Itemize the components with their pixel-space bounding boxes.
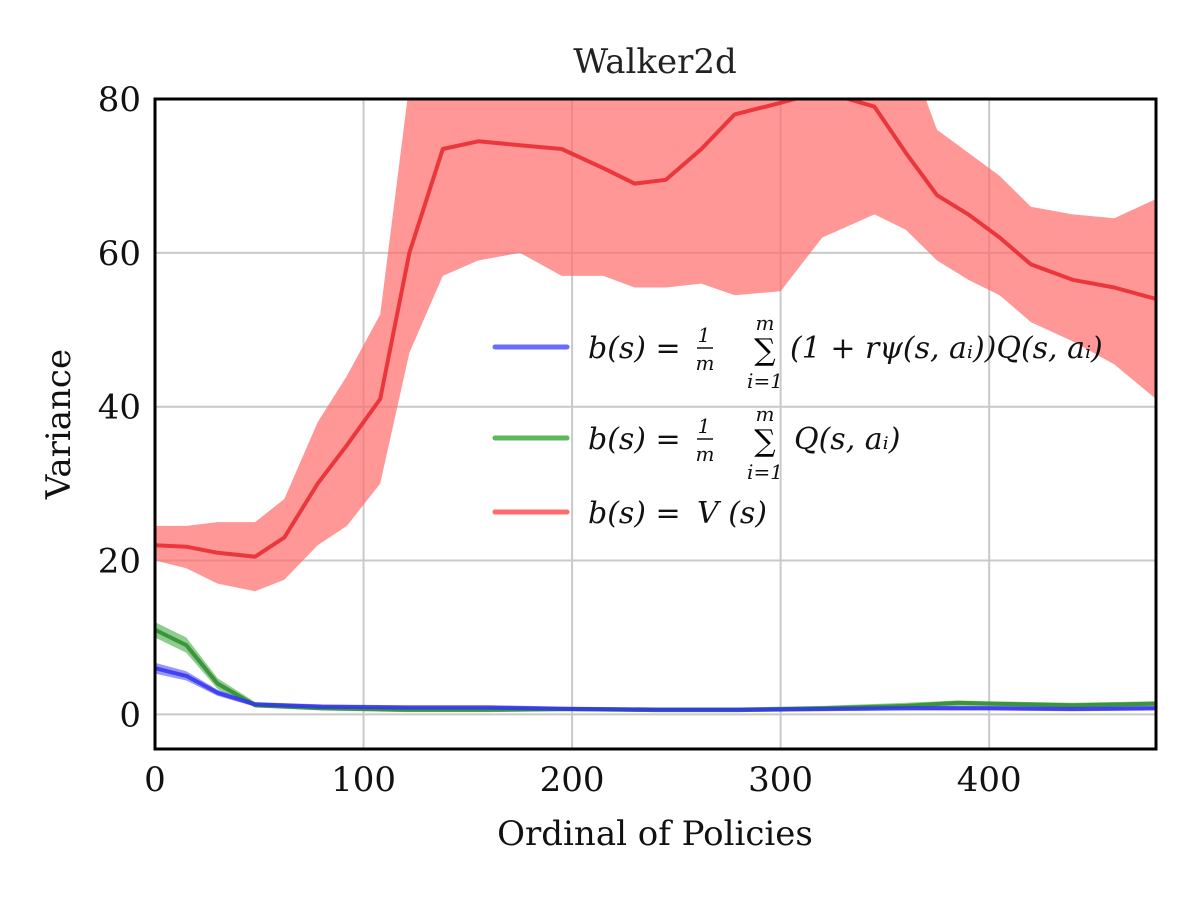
legend-sum-bottom: i=1 xyxy=(747,369,783,393)
legend-rhs: V (s) xyxy=(697,496,767,531)
y-axis-label: Variance xyxy=(39,349,79,500)
legend-frac-num: 1 xyxy=(698,323,711,347)
y-tick-label: 60 xyxy=(98,234,141,274)
plot-frame xyxy=(153,97,1158,751)
legend-frac-den: m xyxy=(696,442,715,466)
x-tick-label: 0 xyxy=(144,760,166,800)
series-band xyxy=(155,622,1156,713)
legend-rhs: Q(s, aᵢ) xyxy=(794,422,900,457)
legend-entry-value-baseline: b(s) = V (s) xyxy=(492,496,767,531)
legend-rhs: (1 + rψ(s, aᵢ))Q(s, aᵢ) xyxy=(790,331,1103,366)
legend-frac-den: m xyxy=(696,351,715,375)
y-tick-label: 80 xyxy=(98,80,141,120)
legend-lhs: b(s) = xyxy=(588,496,681,531)
legend-lhs: b(s) = xyxy=(588,422,681,457)
legend-frac-num: 1 xyxy=(698,414,711,438)
chart-title: Walker2d xyxy=(573,42,737,82)
legend-sum-top: m xyxy=(756,402,775,426)
series-line xyxy=(155,99,1156,559)
legend-sum-symbol: ∑ xyxy=(754,333,776,368)
y-axis-ticks: 0 20 40 60 80 xyxy=(98,80,141,735)
x-tick-label: 100 xyxy=(331,760,396,800)
x-tick-label: 300 xyxy=(748,760,813,800)
x-tick-label: 200 xyxy=(540,760,605,800)
series-line xyxy=(155,666,1156,712)
x-axis-ticks: 0 100 200 300 400 xyxy=(144,760,1021,800)
y-tick-label: 40 xyxy=(98,388,141,428)
x-axis-label: Ordinal of Policies xyxy=(497,814,813,854)
series-lines xyxy=(155,99,1156,712)
y-tick-label: 20 xyxy=(98,542,141,582)
legend-lhs: b(s) = xyxy=(588,331,681,366)
legend: b(s) = 1 m m ∑ i=1 (1 + rψ(s, aᵢ))Q(s, a… xyxy=(492,311,1103,531)
x-tick-label: 400 xyxy=(957,760,1022,800)
legend-sum-bottom: i=1 xyxy=(747,460,783,484)
series-line xyxy=(155,628,1156,712)
series-band xyxy=(155,99,1156,592)
legend-sum-top: m xyxy=(756,311,775,335)
legend-entry-weighted-q: b(s) = 1 m m ∑ i=1 (1 + rψ(s, aᵢ))Q(s, a… xyxy=(492,311,1103,393)
legend-sum-symbol: ∑ xyxy=(754,424,776,459)
y-tick-label: 0 xyxy=(119,695,141,735)
legend-entry-mean-q: b(s) = 1 m m ∑ i=1 Q(s, aᵢ) xyxy=(492,402,900,484)
